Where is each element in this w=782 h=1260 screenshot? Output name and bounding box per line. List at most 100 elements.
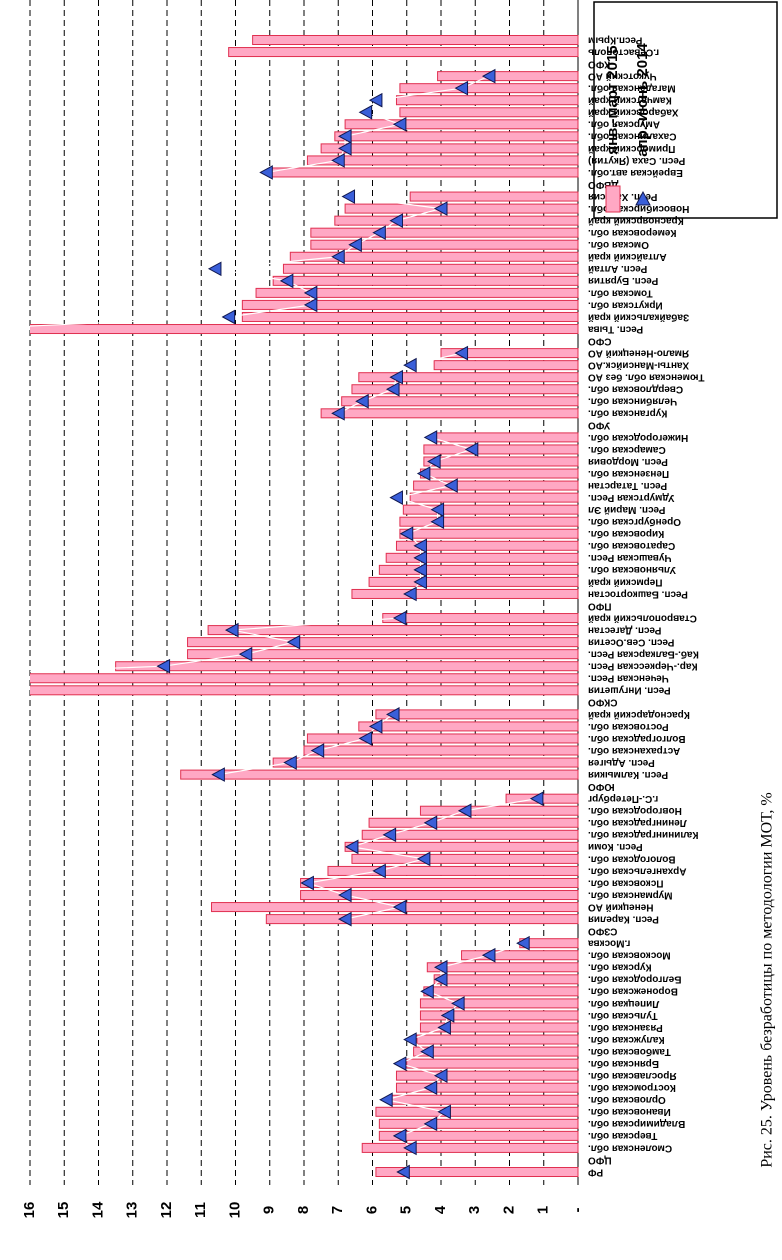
bar (30, 685, 579, 696)
x-tick-label: Архангельская обл. (588, 865, 687, 877)
triangle-marker (368, 92, 383, 108)
triangle-marker (300, 875, 314, 891)
x-tick-label: Ямало-Ненецкий АО (588, 347, 689, 358)
triangle-marker (396, 1164, 410, 1180)
triangle-marker (416, 466, 431, 481)
legend-label: янв.-март 2015 (604, 45, 621, 154)
bar (402, 504, 579, 515)
bar (375, 709, 579, 720)
bar (368, 817, 579, 828)
triangle-marker (283, 755, 297, 770)
triangle-marker (358, 731, 373, 746)
y-tick-label: 10 (226, 1202, 243, 1219)
x-tick-label: Магаданская обл. (588, 83, 676, 95)
y-tick-label: 7 (329, 1206, 346, 1214)
x-tick-label: Сахалинская обл. (588, 131, 677, 143)
triangle-marker (221, 309, 236, 325)
series-line (30, 195, 442, 327)
triangle-marker (392, 610, 407, 626)
x-tick-label: Московская обл. (588, 950, 671, 962)
bar (461, 950, 579, 961)
triangle-marker (310, 743, 325, 758)
x-tick-label: Пензенская обл. (588, 468, 669, 480)
bar (272, 757, 579, 768)
triangle-marker (423, 430, 438, 445)
x-tick-label: Самарская обл. (588, 444, 666, 456)
triangle-marker (423, 1116, 438, 1132)
triangle-marker (286, 634, 301, 650)
bar (426, 962, 579, 973)
x-tick-label: Респ. Татарстан (588, 480, 667, 491)
x-tick-label: Иркутская обл. (588, 299, 663, 311)
legend-swatch (605, 185, 621, 213)
bar (241, 299, 579, 310)
bar (413, 1046, 579, 1057)
x-tick-label: Респ. Хакасия (588, 191, 658, 202)
x-tick-label: ЦФО (588, 1154, 612, 1165)
x-tick-label: Респ. Алтай (588, 263, 647, 274)
triangle-marker (481, 947, 496, 963)
triangle-marker (331, 405, 345, 421)
x-tick-label: Респ. Саха (Якутия) (588, 155, 685, 166)
x-tick-label: УФО (588, 420, 610, 431)
triangle-marker (338, 887, 352, 903)
bar (115, 661, 579, 672)
x-tick-label: Чукотский АО (588, 70, 657, 81)
x-tick-label: Астраханская обл. (588, 745, 681, 757)
x-tick-label: Красноярский край (588, 215, 684, 226)
y-tick-label: 1 (535, 1206, 552, 1214)
triangle-marker (454, 345, 469, 361)
x-tick-label: ЮФО (588, 781, 615, 792)
bar (300, 890, 579, 901)
triangle-marker (437, 1020, 451, 1035)
y-tick-label: 12 (158, 1202, 175, 1219)
x-tick-label: Ивановская обл. (588, 1106, 671, 1118)
bar (310, 227, 579, 238)
triangle-marker (433, 971, 448, 987)
triangle-marker (423, 1080, 438, 1096)
x-tick-label: Удмуртская Респ. (588, 492, 675, 503)
bar (440, 348, 579, 359)
triangle-marker (392, 899, 407, 915)
bar (358, 372, 579, 383)
triangle-marker (403, 357, 417, 373)
legend-marker (635, 190, 651, 206)
triangle-marker (413, 574, 427, 590)
bar (187, 649, 579, 660)
bar (399, 107, 579, 118)
x-tick-label: Томская обл. (588, 287, 653, 299)
bar (344, 203, 579, 214)
x-tick-label: Саратовская обл. (588, 540, 675, 552)
bar (255, 287, 579, 298)
bar (423, 986, 579, 997)
triangle-marker (529, 791, 544, 807)
x-tick-label: Тульская обл. (588, 1010, 658, 1022)
triangle-marker (341, 189, 356, 204)
x-tick-label: Хабаровский край (588, 107, 679, 119)
x-tick-label: Тюменская обл. без АО (588, 372, 705, 384)
x-tick-label: Респ. Адыгея (588, 757, 655, 768)
x-tick-label: СЗФО (588, 926, 618, 937)
triangle-marker (389, 369, 403, 385)
triangle-marker (420, 1044, 434, 1059)
x-tick-label: Респ. Дагестан (588, 624, 661, 635)
bar (378, 1130, 579, 1141)
triangle-marker (433, 959, 448, 975)
bar (344, 119, 579, 130)
triangle-marker (413, 562, 427, 578)
x-tick-label: Респ. Башкортостан (588, 588, 688, 599)
series-line (337, 352, 462, 414)
x-tick-label: Краснодарский край (588, 709, 690, 720)
x-tick-label: Нижегородская обл. (588, 432, 688, 444)
bar (272, 275, 579, 286)
bar (389, 1094, 579, 1105)
triangle-marker (372, 225, 386, 241)
x-tick-label: Орловская обл. (588, 1094, 666, 1106)
triangle-marker (331, 153, 345, 168)
bar (341, 396, 579, 407)
bar (419, 998, 579, 1009)
bar (320, 143, 579, 154)
triangle-marker (457, 803, 472, 819)
bar (416, 1034, 579, 1045)
bar (303, 745, 579, 756)
